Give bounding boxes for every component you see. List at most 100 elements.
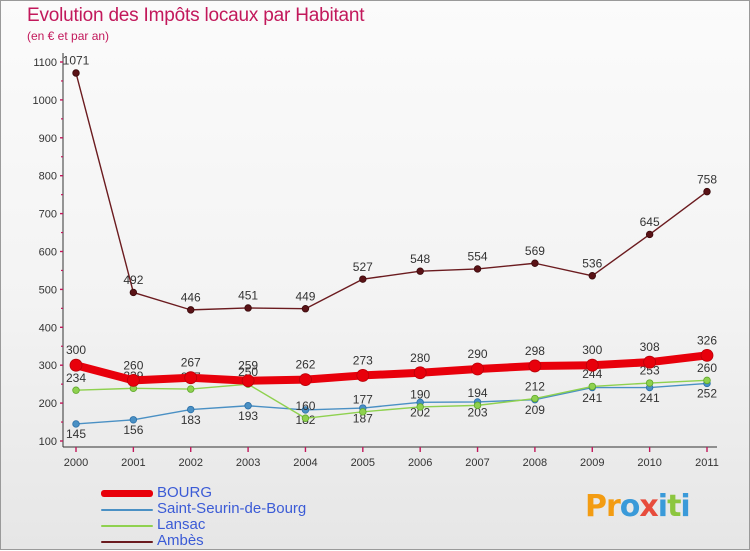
x-tick-label: 2003	[236, 457, 260, 469]
chart-subtitle: (en € et par an)	[27, 29, 110, 43]
x-tick-label: 2009	[580, 457, 604, 469]
data-label-saint-seurin-de-bourg: 156	[123, 423, 143, 437]
data-point-amb-s	[359, 275, 367, 283]
y-tick-label: 1000	[33, 95, 57, 107]
data-point-bourg	[413, 366, 427, 380]
data-label-lansac: 244	[582, 367, 602, 381]
data-label-lansac: 194	[468, 386, 488, 400]
data-label-bourg: 260	[123, 358, 143, 372]
data-point-amb-s	[703, 187, 711, 196]
proxiti-logo: Proxiti	[585, 489, 691, 524]
data-label-amb-s: 548	[410, 252, 430, 266]
data-label-lansac: 190	[410, 388, 430, 402]
data-point-lansac	[531, 394, 539, 403]
data-point-amb-s	[72, 69, 80, 77]
data-label-amb-s: 449	[295, 289, 315, 303]
data-point-saint-seurin-de-bourg	[72, 420, 80, 428]
x-tick-label: 2008	[523, 457, 547, 469]
data-point-lansac	[187, 385, 195, 393]
data-label-amb-s: 446	[181, 291, 201, 305]
x-tick-label: 2011	[695, 457, 719, 469]
y-tick-label: 700	[39, 209, 57, 221]
series-line-amb-s	[75, 72, 708, 311]
data-label-amb-s: 527	[353, 260, 373, 274]
legend-swatch-bourg	[101, 490, 153, 497]
legend-swatch-ambes	[101, 541, 153, 543]
data-label-amb-s: 536	[582, 256, 602, 270]
data-point-bourg	[299, 373, 312, 387]
data-label-bourg: 300	[582, 343, 602, 357]
legend-label-saint-seurin: Saint-Seurin-de-Bourg	[157, 500, 307, 517]
x-tick-label: 2010	[637, 457, 661, 469]
data-label-saint-seurin-de-bourg: 209	[525, 403, 545, 417]
logo-letter: P	[585, 489, 607, 524]
data-label-lansac: 260	[697, 361, 717, 375]
data-point-lansac	[72, 386, 80, 394]
data-point-amb-s	[187, 306, 195, 314]
y-tick-label: 300	[39, 360, 57, 372]
data-point-saint-seurin-de-bourg	[187, 405, 195, 414]
y-tick-label: 1100	[33, 57, 57, 69]
data-label-saint-seurin-de-bourg: 183	[181, 413, 201, 427]
data-point-bourg	[700, 348, 714, 362]
data-label-saint-seurin-de-bourg: 202	[410, 406, 430, 420]
data-label-saint-seurin-de-bourg: 241	[640, 391, 660, 405]
data-point-bourg	[585, 358, 599, 372]
data-label-amb-s: 451	[238, 289, 258, 303]
data-label-lansac: 253	[640, 364, 660, 378]
x-tick-label: 2000	[64, 457, 88, 469]
x-tick-label: 2001	[121, 457, 145, 469]
data-label-bourg: 262	[295, 358, 315, 372]
legend-label-ambes: Ambès	[157, 532, 204, 549]
legend-swatch-saint-seurin	[101, 509, 153, 511]
data-label-amb-s: 758	[697, 172, 717, 186]
series-line-saint-seurin-de-bourg	[75, 382, 708, 425]
y-tick-label: 200	[39, 398, 57, 410]
y-tick-label: 500	[39, 284, 57, 296]
data-label-lansac: 212	[525, 379, 545, 393]
data-label-saint-seurin-de-bourg: 203	[468, 405, 488, 419]
data-point-lansac	[703, 376, 711, 385]
y-tick-label: 800	[39, 171, 57, 183]
data-point-amb-s	[301, 305, 310, 313]
data-label-amb-s: 569	[525, 244, 545, 258]
data-label-bourg: 280	[410, 351, 430, 365]
data-label-amb-s: 554	[468, 250, 488, 264]
series-line-lansac	[75, 379, 708, 419]
data-label-saint-seurin-de-bourg: 145	[66, 427, 86, 441]
data-point-amb-s	[588, 272, 596, 280]
y-tick-label: 600	[39, 247, 57, 259]
legend-swatch-lansac	[101, 525, 153, 527]
data-point-amb-s	[645, 230, 654, 239]
logo-letter: i	[680, 489, 690, 524]
data-label-saint-seurin-de-bourg: 241	[582, 391, 602, 405]
data-point-amb-s	[129, 288, 138, 297]
y-tick-label: 900	[39, 133, 57, 145]
x-tick-label: 2006	[408, 457, 432, 469]
data-label-amb-s: 645	[640, 215, 660, 229]
data-label-bourg: 273	[353, 353, 373, 367]
data-label-bourg: 308	[640, 340, 660, 354]
data-point-saint-seurin-de-bourg	[129, 416, 138, 424]
data-label-bourg: 298	[525, 344, 545, 358]
data-point-amb-s	[244, 304, 252, 312]
data-point-bourg	[528, 359, 542, 373]
data-point-bourg	[471, 362, 484, 376]
chart-title: Evolution des Impôts locaux par Habitant	[27, 5, 365, 26]
data-point-amb-s	[416, 267, 424, 275]
logo-letter: r	[606, 489, 621, 524]
logo-letter: x	[639, 489, 658, 524]
y-tick-label: 100	[39, 436, 57, 448]
data-point-bourg	[184, 371, 198, 385]
data-point-saint-seurin-de-bourg	[244, 402, 252, 410]
legend-label-lansac: Lansac	[157, 516, 206, 533]
data-point-lansac	[416, 403, 424, 411]
data-label-amb-s: 492	[123, 273, 143, 287]
data-point-bourg	[241, 374, 255, 388]
data-point-lansac	[359, 408, 367, 416]
x-tick-label: 2002	[178, 457, 202, 469]
data-label-bourg: 300	[66, 343, 86, 357]
x-tick-label: 2005	[351, 457, 375, 469]
